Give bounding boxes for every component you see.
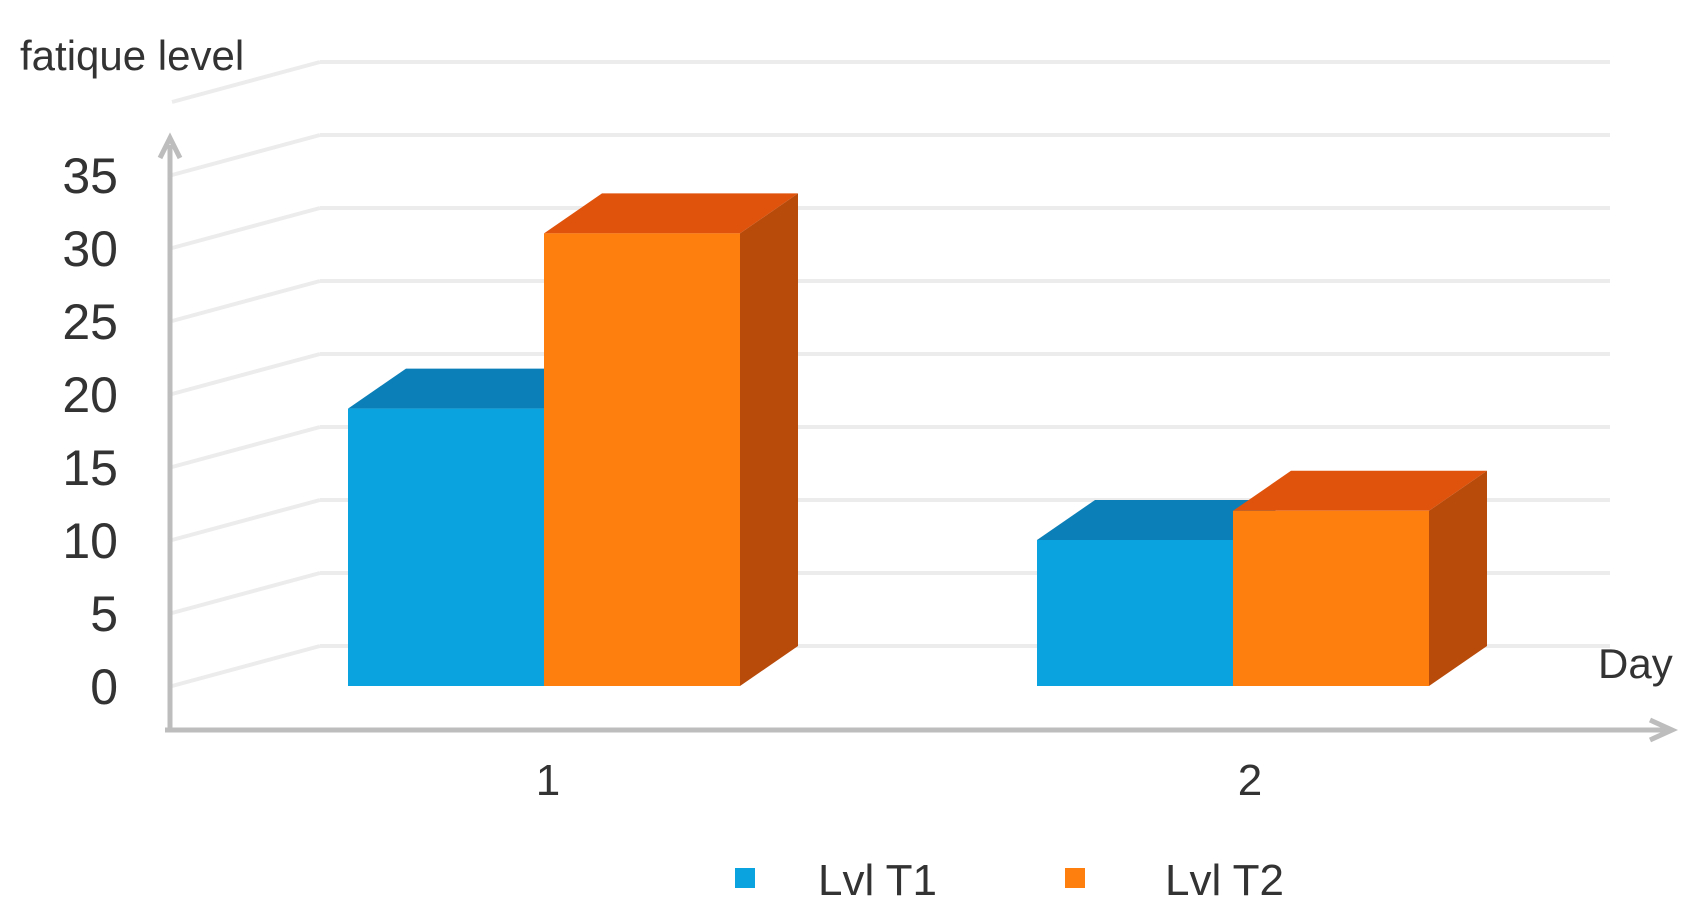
floor-gridline [171,352,321,396]
y-tick-label: 30 [62,221,118,277]
legend: Lvl T1 Lvl T2 [735,856,1284,905]
bar-top-lvl-t1 [1037,500,1291,540]
y-tick-label: 25 [62,294,118,350]
y-tick-label: 5 [90,586,118,642]
bar-top-lvl-t1 [348,368,602,409]
y-axis-title: fatique level [20,32,244,79]
bar-top-lvl-t2 [544,193,798,234]
x-axis-arrow [1648,717,1679,743]
bar-side-lvl-t2 [740,193,798,686]
floor-gridline [171,498,321,542]
bar-lvl-t2-day-1 [544,233,740,686]
y-tick-label: 15 [62,440,118,496]
legend-label: Lvl T2 [1165,856,1284,905]
x-axis-title: Day [1598,640,1673,687]
y-tick-label: 35 [62,148,118,204]
bar-lvl-t1-day-2 [1037,540,1233,686]
axes [157,132,1679,743]
floor-gridline [171,60,321,104]
floor-gridline [171,571,321,615]
bars [348,193,1487,686]
bar-side-lvl-t2 [1429,470,1487,686]
legend-label: Lvl T1 [818,856,937,905]
x-tick-label: 2 [1238,756,1262,805]
bar-top-lvl-t2 [1233,470,1487,511]
y-axis-arrow [157,132,183,160]
floor-gridline [171,425,321,469]
perspective-floor-lines [171,60,321,688]
bar-lvl-t1-day-1 [348,408,544,686]
bar-lvl-t2-day-2 [1233,510,1429,686]
floor-gridline [171,644,321,688]
y-tick-label: 10 [62,513,118,569]
legend-swatch [735,868,755,888]
y-tick-labels: 0 5 10 15 20 25 30 35 [62,148,118,715]
x-tick-label: 1 [536,756,560,805]
floor-gridline [171,206,321,250]
floor-gridline [171,133,321,177]
y-tick-label: 0 [90,659,118,715]
y-tick-label: 20 [62,367,118,423]
floor-gridline [171,279,321,323]
legend-swatch [1065,868,1085,888]
